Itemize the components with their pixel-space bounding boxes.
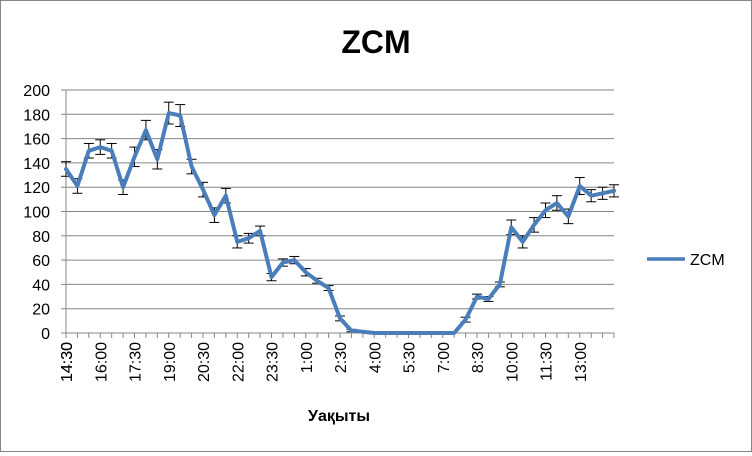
x-tick-label: 17:30 (128, 342, 145, 382)
x-tick-label: 1:00 (299, 342, 316, 373)
chart-title: ZCM (341, 24, 410, 60)
legend-label-zcm: ZCM (690, 252, 725, 269)
y-axis-tick-labels: 0 20 40 60 80 100 120 140 160 180 200 (23, 83, 50, 343)
y-tick-label: 120 (23, 180, 50, 197)
y-tick-label: 140 (23, 156, 50, 173)
y-tick-label: 200 (23, 83, 50, 100)
y-tick-label: 20 (32, 302, 50, 319)
x-tick-label: 14:30 (59, 342, 76, 382)
x-tick-label: 5:30 (402, 342, 419, 373)
y-tick-label: 0 (41, 326, 50, 343)
y-tick-label: 160 (23, 132, 50, 149)
y-tick-label: 80 (32, 229, 50, 246)
x-tick-label: 11:30 (539, 342, 556, 381)
series-line-zcm (64, 111, 616, 335)
x-tick-label: 4:00 (367, 342, 384, 373)
series-lines (64, 111, 616, 335)
y-tick-label: 180 (23, 107, 50, 124)
gridlines (66, 89, 614, 310)
x-tick-label: 23:30 (265, 342, 282, 382)
x-tick-label: 13:00 (573, 342, 590, 382)
x-tick-label: 16:00 (93, 342, 110, 382)
x-tick-label: 10:00 (504, 342, 521, 382)
y-tick-label: 60 (32, 253, 50, 270)
x-axis-tick-labels: 14:30 16:00 17:30 19:00 20:30 22:00 23:30 1:00 2… (59, 342, 590, 382)
x-tick-label: 20:30 (196, 342, 213, 382)
x-tick-label: 22:00 (230, 342, 247, 382)
x-tick-label: 19:00 (162, 342, 179, 382)
legend: ZCM (647, 252, 725, 269)
x-tick-label: 2:30 (333, 342, 350, 373)
axes (61, 89, 615, 338)
x-tick-label: 8:30 (470, 342, 487, 373)
y-tick-label: 40 (32, 277, 50, 294)
x-tick-label: 7:00 (436, 342, 453, 373)
x-axis-label: Уақыты (308, 408, 370, 425)
y-tick-label: 100 (23, 205, 50, 222)
x-tick-label: 14:30 (59, 342, 76, 382)
